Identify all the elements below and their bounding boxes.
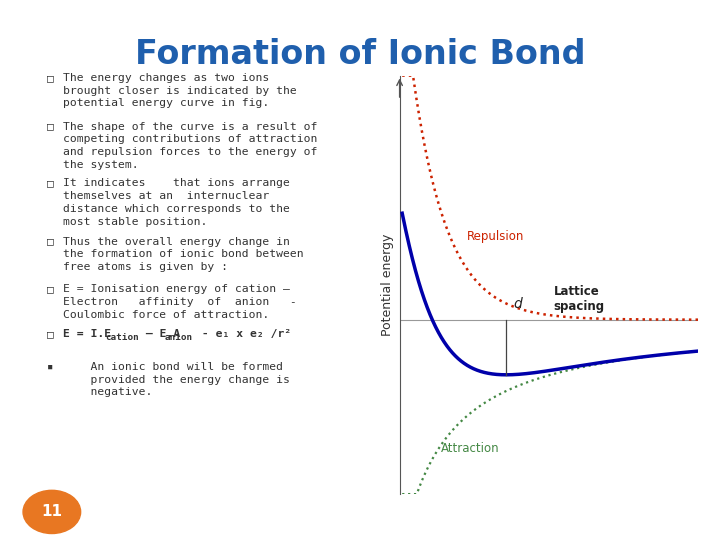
Text: An ionic bond will be formed
    provided the energy change is
    negative.: An ionic bond will be formed provided th…: [63, 362, 290, 397]
Text: Formation of Ionic Bond: Formation of Ionic Bond: [135, 38, 585, 71]
Text: The energy changes as two ions
brought closer is indicated by the
potential ener: The energy changes as two ions brought c…: [63, 73, 297, 109]
Text: □: □: [47, 178, 54, 188]
Y-axis label: Potential energy: Potential energy: [381, 234, 394, 336]
Text: □: □: [47, 284, 54, 294]
Text: d: d: [513, 298, 522, 312]
Text: □: □: [47, 73, 54, 83]
Text: Lattice
spacing: Lattice spacing: [554, 285, 605, 313]
Text: cation: cation: [105, 333, 139, 342]
Text: E = I.E: E = I.E: [63, 329, 112, 340]
Text: - e₁ x e₂ /r²: - e₁ x e₂ /r²: [195, 329, 292, 340]
Text: □: □: [47, 329, 54, 340]
Text: Repulsion: Repulsion: [467, 230, 524, 242]
Text: 11: 11: [41, 504, 63, 519]
Text: It indicates    that ions arrange
themselves at an  internuclear
distance which : It indicates that ions arrange themselve…: [63, 178, 290, 227]
Text: The shape of the curve is a result of
competing contributions of attraction
and : The shape of the curve is a result of co…: [63, 122, 318, 170]
Text: □: □: [47, 237, 54, 247]
Text: □: □: [47, 122, 54, 132]
Text: Attraction: Attraction: [441, 442, 500, 455]
Text: anion: anion: [164, 333, 192, 342]
Text: ▪: ▪: [47, 362, 53, 372]
Text: – E.A: – E.A: [139, 329, 180, 340]
Text: Thus the overall energy change in
the formation of ionic bond between
free atoms: Thus the overall energy change in the fo…: [63, 237, 304, 272]
Text: E = Ionisation energy of cation –
Electron   affinity  of  anion   -
Coulombic f: E = Ionisation energy of cation – Electr…: [63, 284, 297, 320]
